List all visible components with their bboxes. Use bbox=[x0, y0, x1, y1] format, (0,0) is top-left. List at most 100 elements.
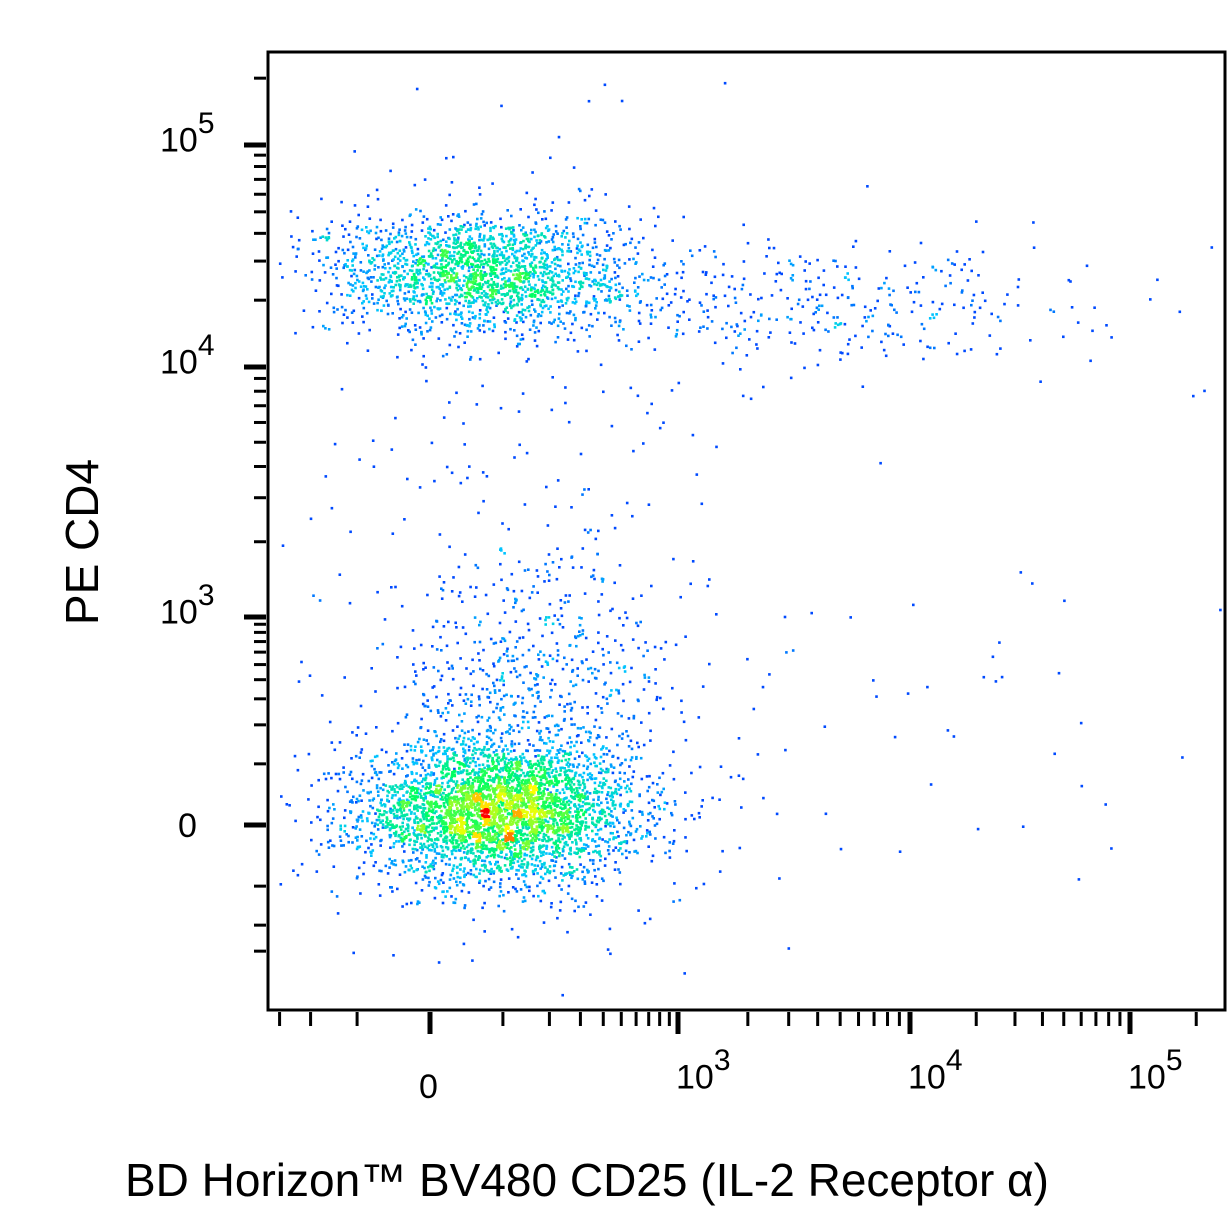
event-dot bbox=[316, 815, 319, 819]
event-dot bbox=[310, 821, 313, 824]
event-dot bbox=[526, 739, 530, 742]
event-dot bbox=[556, 274, 559, 278]
event-dot bbox=[603, 257, 606, 261]
event-dot bbox=[440, 817, 443, 820]
event-dot bbox=[521, 873, 524, 877]
event-dot bbox=[553, 683, 557, 686]
event-dot bbox=[573, 302, 577, 305]
event-dot bbox=[420, 294, 424, 297]
event-dot bbox=[552, 775, 555, 778]
event-dot bbox=[497, 855, 501, 858]
event-dot bbox=[569, 279, 573, 283]
event-dot bbox=[359, 261, 363, 264]
event-dot bbox=[555, 856, 558, 859]
event-dot bbox=[597, 311, 600, 315]
event-dot bbox=[388, 785, 392, 788]
event-dot bbox=[399, 784, 402, 788]
event-dot bbox=[422, 759, 425, 763]
event-dot bbox=[456, 839, 459, 843]
event-dot bbox=[536, 864, 540, 868]
event-dot bbox=[553, 864, 557, 867]
event-dot bbox=[451, 677, 455, 681]
event-dot bbox=[510, 659, 514, 663]
event-dot bbox=[499, 217, 502, 221]
event-dot bbox=[386, 794, 389, 798]
event-dot bbox=[424, 795, 427, 798]
event-dot bbox=[446, 847, 450, 851]
event-dot bbox=[884, 332, 887, 336]
event-dot bbox=[498, 247, 502, 251]
event-dot bbox=[523, 252, 526, 256]
event-dot bbox=[509, 750, 513, 753]
event-dot bbox=[569, 702, 572, 706]
event-dot bbox=[380, 804, 383, 807]
event-dot bbox=[575, 789, 579, 793]
event-dot bbox=[342, 766, 345, 769]
event-dot bbox=[451, 259, 454, 262]
event-dot bbox=[362, 306, 366, 310]
event-dot bbox=[498, 894, 501, 898]
event-dot bbox=[999, 319, 1002, 323]
event-dot bbox=[440, 853, 444, 857]
event-dot bbox=[551, 740, 555, 743]
event-dot bbox=[610, 514, 614, 517]
event-dot bbox=[775, 812, 779, 816]
event-dot bbox=[446, 767, 450, 770]
event-dot bbox=[591, 574, 595, 577]
event-dot bbox=[422, 354, 425, 358]
event-dot bbox=[489, 221, 493, 224]
event-dot bbox=[587, 324, 591, 327]
event-dot bbox=[625, 616, 629, 620]
event-dot bbox=[621, 852, 624, 856]
event-dot bbox=[789, 317, 792, 321]
event-dot bbox=[379, 218, 382, 222]
event-dot bbox=[595, 790, 599, 793]
event-dot bbox=[555, 577, 559, 581]
event-dot bbox=[440, 597, 444, 600]
event-dot bbox=[399, 645, 403, 649]
event-dot bbox=[463, 553, 467, 556]
event-dot bbox=[541, 762, 545, 766]
event-dot bbox=[702, 882, 706, 886]
event-dot bbox=[489, 847, 492, 851]
event-dot bbox=[480, 748, 484, 752]
event-dot bbox=[645, 775, 649, 778]
event-dot bbox=[601, 263, 605, 267]
event-dot bbox=[569, 680, 572, 683]
event-dot bbox=[505, 257, 508, 261]
event-dot bbox=[646, 819, 650, 822]
event-dot bbox=[511, 886, 515, 889]
event-dot bbox=[475, 748, 478, 751]
event-dot bbox=[551, 859, 555, 862]
event-dot bbox=[444, 796, 447, 799]
event-dot bbox=[510, 306, 513, 310]
event-dot bbox=[614, 787, 618, 791]
event-dot bbox=[602, 879, 605, 883]
event-dot bbox=[418, 860, 421, 863]
event-dot bbox=[609, 609, 612, 613]
event-dot bbox=[659, 793, 662, 797]
event-dot bbox=[602, 268, 605, 272]
event-dot bbox=[486, 238, 489, 242]
event-dot bbox=[585, 328, 588, 332]
event-dot bbox=[614, 790, 617, 794]
event-dot bbox=[343, 809, 347, 812]
event-dot bbox=[583, 221, 587, 225]
event-dot bbox=[635, 621, 638, 625]
event-dot bbox=[631, 775, 635, 779]
event-dot bbox=[594, 845, 598, 848]
event-dot bbox=[839, 351, 842, 354]
event-dot bbox=[641, 813, 644, 816]
event-dot bbox=[600, 791, 604, 794]
event-dot bbox=[360, 228, 364, 232]
event-dot bbox=[1219, 608, 1222, 612]
event-dot bbox=[398, 254, 402, 258]
event-dot bbox=[636, 624, 640, 628]
event-dot bbox=[338, 573, 342, 576]
event-dot bbox=[391, 890, 394, 893]
event-dot bbox=[478, 767, 481, 771]
event-dot bbox=[534, 197, 537, 201]
event-dot bbox=[393, 814, 397, 818]
event-dot bbox=[396, 814, 399, 818]
event-dot bbox=[453, 257, 456, 261]
